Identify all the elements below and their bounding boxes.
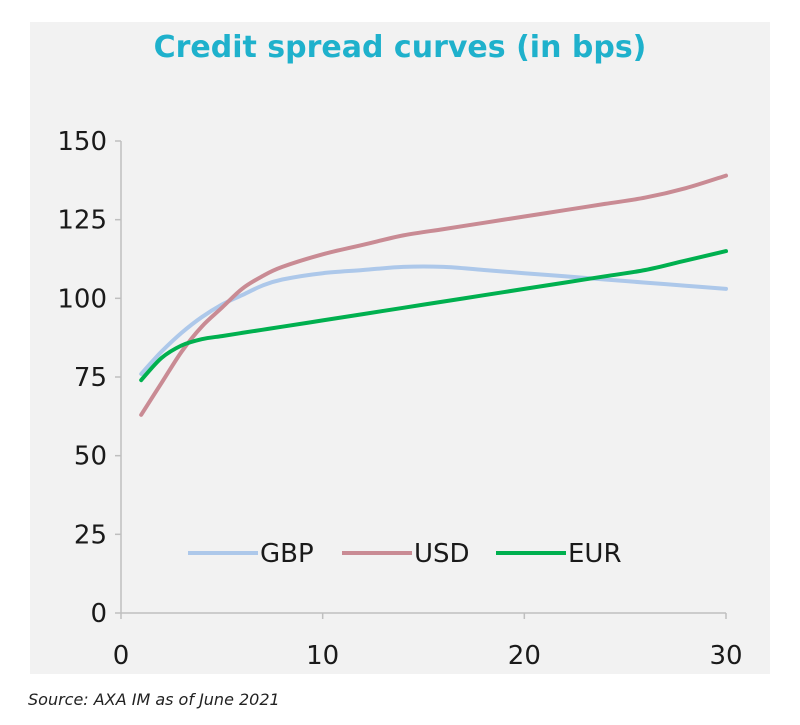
y-tick-label: 150 — [57, 127, 107, 157]
legend-label-usd: USD — [414, 539, 470, 569]
legend-label-eur: EUR — [568, 539, 622, 569]
y-tick-label: 100 — [57, 284, 107, 314]
x-tick-label: 30 — [709, 641, 742, 671]
series-line-usd — [139, 173, 728, 417]
series-line-eur — [139, 249, 728, 383]
x-tick-label: 20 — [508, 641, 541, 671]
y-tick-label: 125 — [57, 206, 107, 236]
y-tick-label: 75 — [74, 363, 107, 393]
x-tick-label: 10 — [306, 641, 339, 671]
source-note: Source: AXA IM as of June 2021 — [28, 690, 280, 709]
series-line-gbp — [139, 264, 728, 376]
y-tick-label: 50 — [74, 442, 107, 472]
chart-background — [30, 22, 770, 674]
y-tick-label: 25 — [74, 520, 107, 550]
legend: GBP USD EUR — [188, 539, 622, 569]
y-tick-label: 0 — [90, 599, 107, 629]
axes: 0 25 50 75 100 125 150 0 10 20 30 — [57, 127, 742, 671]
chart-title: Credit spread curves (in bps) — [153, 30, 647, 65]
legend-label-gbp: GBP — [260, 539, 314, 569]
series-lines — [139, 173, 728, 417]
x-tick-label: 0 — [113, 641, 130, 671]
